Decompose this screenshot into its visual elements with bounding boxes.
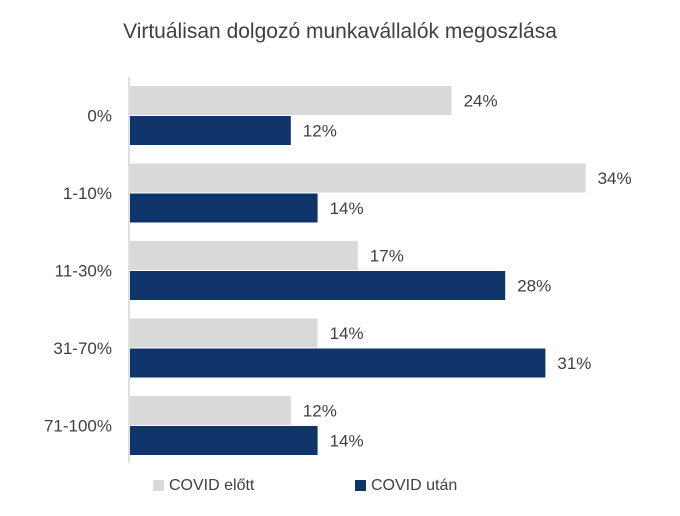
bar-series-0 (130, 318, 318, 348)
chart-title: Virtuálisan dolgozó munkavállalók megosz… (123, 20, 557, 43)
data-label: 34% (598, 169, 632, 188)
legend-label: COVID előtt (169, 477, 255, 494)
legend: COVID előtt COVID után (153, 477, 457, 494)
bar-series-1 (130, 116, 291, 145)
data-label: 31% (557, 354, 591, 373)
bar-series-0 (130, 241, 358, 270)
category-label: 1-10% (63, 184, 112, 203)
data-label: 14% (330, 432, 364, 451)
bar-series-1 (130, 193, 318, 223)
bar-series-0 (130, 86, 452, 115)
bar-series-1 (130, 426, 318, 455)
bar-series-1 (130, 271, 506, 300)
bars-group (130, 86, 586, 455)
category-label: 0% (87, 107, 112, 126)
data-label: 24% (464, 92, 498, 111)
legend-label: COVID után (371, 477, 457, 494)
category-label: 11-30% (55, 262, 112, 281)
bar-series-1 (130, 348, 546, 378)
data-label: 14% (330, 199, 364, 218)
data-label: 12% (303, 122, 337, 141)
legend-swatch (153, 480, 164, 491)
data-label: 17% (370, 247, 404, 266)
data-labels: 24% 12% 34% 14% 17% 28% 14% 31% 12% 14% (303, 92, 632, 451)
bar-series-0 (130, 163, 586, 193)
bar-series-0 (130, 396, 291, 425)
category-label: 31-70% (53, 339, 112, 358)
data-label: 14% (330, 324, 364, 343)
category-label: 71-100% (44, 417, 112, 436)
legend-swatch (355, 480, 366, 491)
data-label: 28% (517, 277, 551, 296)
data-label: 12% (303, 402, 337, 421)
category-labels: 0% 1-10% 11-30% 31-70% 71-100% (44, 107, 112, 436)
